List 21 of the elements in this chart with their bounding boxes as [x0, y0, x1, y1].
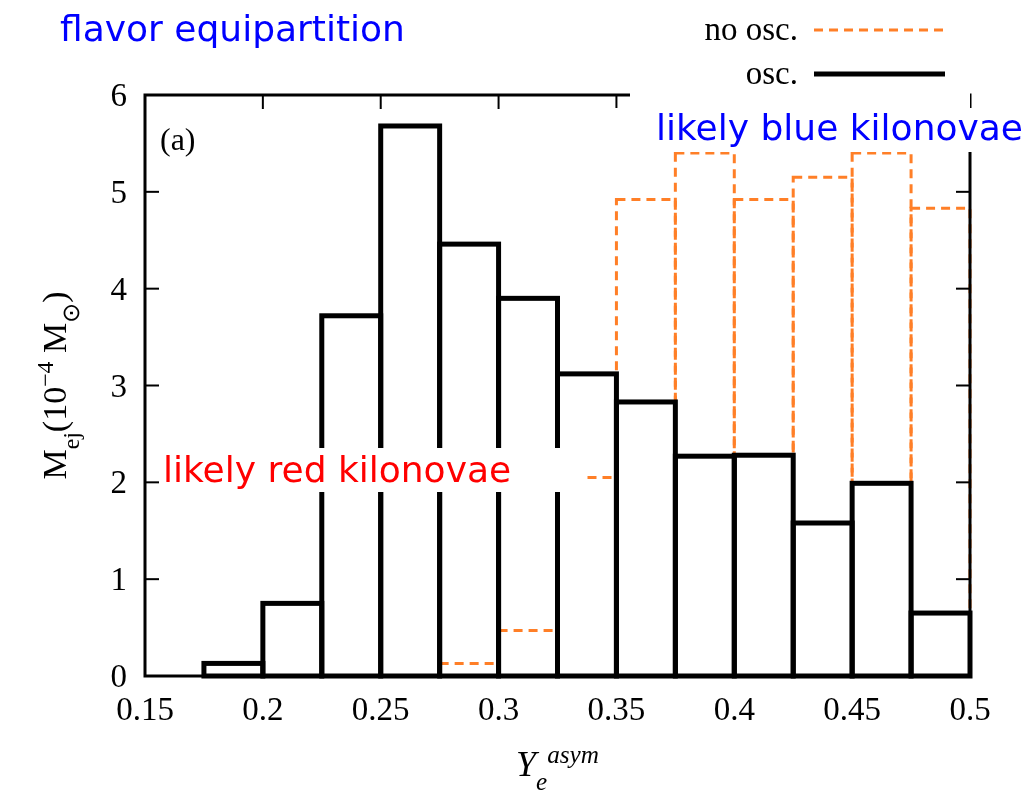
x-tick-label: 0.25 [351, 691, 410, 727]
x-tick-label: 0.2 [242, 691, 284, 727]
x-tick-label: 0.35 [587, 691, 646, 727]
annotation: likely blue kilonovae [656, 107, 1023, 148]
y-tick-label: 3 [110, 367, 127, 404]
x-tick-label: 0.15 [116, 691, 174, 727]
x-tick-label: 0.4 [713, 691, 755, 727]
y-tick-label: 1 [110, 561, 127, 598]
y-tick-label: 6 [110, 77, 127, 113]
legend-label: no osc. [704, 11, 798, 47]
x-tick-label: 0.5 [949, 691, 991, 727]
text: flavor equipartition [60, 8, 405, 49]
y-tick-label: 0 [110, 658, 127, 694]
annotation: likely red kilonovae [163, 449, 512, 490]
y-tick-label: 4 [110, 270, 127, 307]
x-tick-label: 0.3 [477, 691, 520, 727]
x-tick-label: 0.45 [823, 691, 882, 727]
y-tick-label: 5 [110, 173, 127, 210]
annotation: (a) [160, 121, 196, 157]
legend-label: osc. [745, 55, 798, 91]
y-tick-label: 2 [110, 464, 127, 501]
